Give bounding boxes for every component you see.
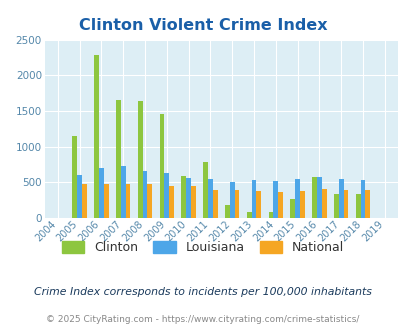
Bar: [190, 186, 195, 218]
Legend: Clinton, Louisiana, National: Clinton, Louisiana, National: [56, 236, 349, 259]
Bar: [360, 180, 364, 218]
Text: Crime Index corresponds to incidents per 100,000 inhabitants: Crime Index corresponds to incidents per…: [34, 287, 371, 297]
Bar: [268, 212, 273, 218]
Bar: [355, 194, 360, 218]
Text: © 2025 CityRating.com - https://www.cityrating.com/crime-statistics/: © 2025 CityRating.com - https://www.city…: [46, 315, 359, 324]
Bar: [277, 192, 282, 218]
Bar: [77, 175, 82, 218]
Bar: [104, 183, 108, 218]
Bar: [82, 183, 87, 218]
Bar: [137, 101, 142, 218]
Bar: [294, 179, 299, 218]
Bar: [125, 183, 130, 218]
Bar: [299, 191, 304, 218]
Bar: [364, 190, 369, 218]
Bar: [169, 186, 173, 218]
Bar: [290, 199, 294, 218]
Bar: [212, 190, 217, 218]
Bar: [333, 194, 338, 218]
Text: Clinton Violent Crime Index: Clinton Violent Crime Index: [79, 18, 326, 33]
Bar: [311, 177, 316, 218]
Bar: [343, 190, 347, 218]
Bar: [142, 171, 147, 218]
Bar: [338, 179, 343, 218]
Bar: [202, 162, 207, 218]
Bar: [321, 189, 326, 218]
Bar: [316, 177, 321, 218]
Bar: [251, 181, 256, 218]
Bar: [72, 136, 77, 218]
Bar: [94, 54, 99, 218]
Bar: [256, 191, 260, 218]
Bar: [120, 166, 125, 218]
Bar: [186, 178, 190, 218]
Bar: [229, 182, 234, 218]
Bar: [224, 205, 229, 218]
Bar: [246, 212, 251, 218]
Bar: [99, 168, 104, 218]
Bar: [159, 115, 164, 218]
Bar: [234, 190, 239, 218]
Bar: [181, 176, 186, 218]
Bar: [116, 100, 120, 218]
Bar: [273, 181, 277, 218]
Bar: [147, 184, 152, 218]
Bar: [164, 173, 169, 218]
Bar: [207, 179, 212, 218]
